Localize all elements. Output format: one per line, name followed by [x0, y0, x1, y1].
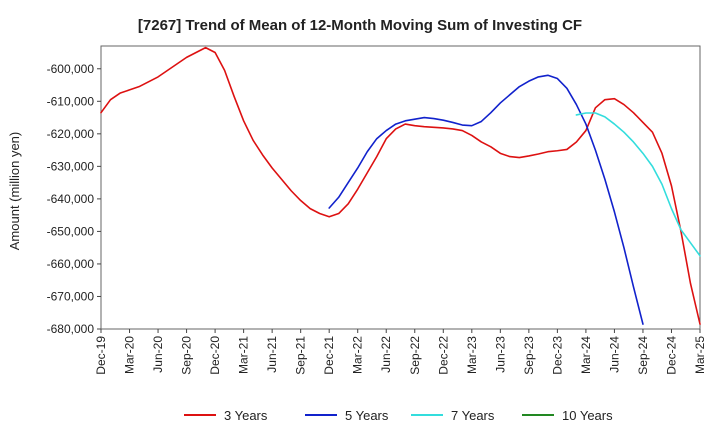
x-tick-label: Jun-22: [379, 336, 393, 373]
series-line-7-years: [575, 112, 701, 257]
x-tick-label: Mar-21: [237, 336, 251, 374]
y-tick-label: -660,000: [47, 257, 95, 271]
x-tick-label: Jun-23: [493, 336, 507, 373]
x-tick-label: Dec-22: [436, 336, 450, 375]
plot-background: [101, 46, 700, 329]
x-tick-label: Mar-22: [351, 336, 365, 374]
series-line-3-years: [100, 46, 701, 325]
y-tick-label: -600,000: [47, 62, 95, 76]
legend-label: 3 Years: [224, 408, 268, 423]
x-tick-label: Jun-20: [151, 336, 165, 373]
legend-label: 7 Years: [451, 408, 495, 423]
y-tick-label: -630,000: [47, 159, 95, 173]
x-tick-label: Jun-24: [607, 336, 621, 373]
x-tick-label: Mar-25: [693, 336, 707, 374]
x-tick-label: Sep-21: [294, 336, 308, 375]
x-tick-label: Dec-19: [94, 336, 108, 375]
x-tick-label: Sep-23: [522, 336, 536, 375]
y-tick-label: -620,000: [47, 127, 95, 141]
y-tick-label: -650,000: [47, 224, 95, 238]
x-tick-label: Dec-23: [550, 336, 564, 375]
legend-label: 5 Years: [345, 408, 389, 423]
x-tick-label: Mar-24: [579, 336, 593, 374]
x-tick-label: Sep-20: [180, 336, 194, 375]
y-tick-label: -670,000: [47, 289, 95, 303]
x-tick-label: Dec-20: [208, 336, 222, 375]
plot-border: [100, 45, 701, 330]
x-tick-label: Dec-24: [664, 336, 678, 375]
x-tick-label: Mar-23: [465, 336, 479, 374]
series-layer: [100, 46, 701, 325]
series-line-5-years: [328, 74, 644, 325]
legend-label: 10 Years: [562, 408, 613, 423]
x-axis: Dec-19 Mar-20 Jun-20 Sep-20 Dec-20 Mar-21 Jun-…: [94, 329, 707, 375]
y-tick-label: -640,000: [47, 192, 95, 206]
y-axis: -600,000 -610,000 -620,000 -630,000 -640,000…: [47, 62, 101, 336]
plot-frame: [100, 45, 701, 330]
x-tick-label: Sep-22: [408, 336, 422, 375]
x-tick-label: Mar-20: [123, 336, 137, 374]
y-axis-label: Amount (million yen): [7, 132, 22, 251]
x-tick-label: Jun-21: [265, 336, 279, 373]
y-tick-label: -610,000: [47, 94, 95, 108]
x-tick-label: Sep-24: [636, 336, 650, 375]
chart-title: [7267] Trend of Mean of 12-Month Moving …: [138, 17, 582, 34]
legend: 3 Years 5 Years 7 Years 10 Years: [184, 408, 613, 423]
y-tick-label: -680,000: [47, 322, 95, 336]
x-tick-label: Dec-21: [322, 336, 336, 375]
